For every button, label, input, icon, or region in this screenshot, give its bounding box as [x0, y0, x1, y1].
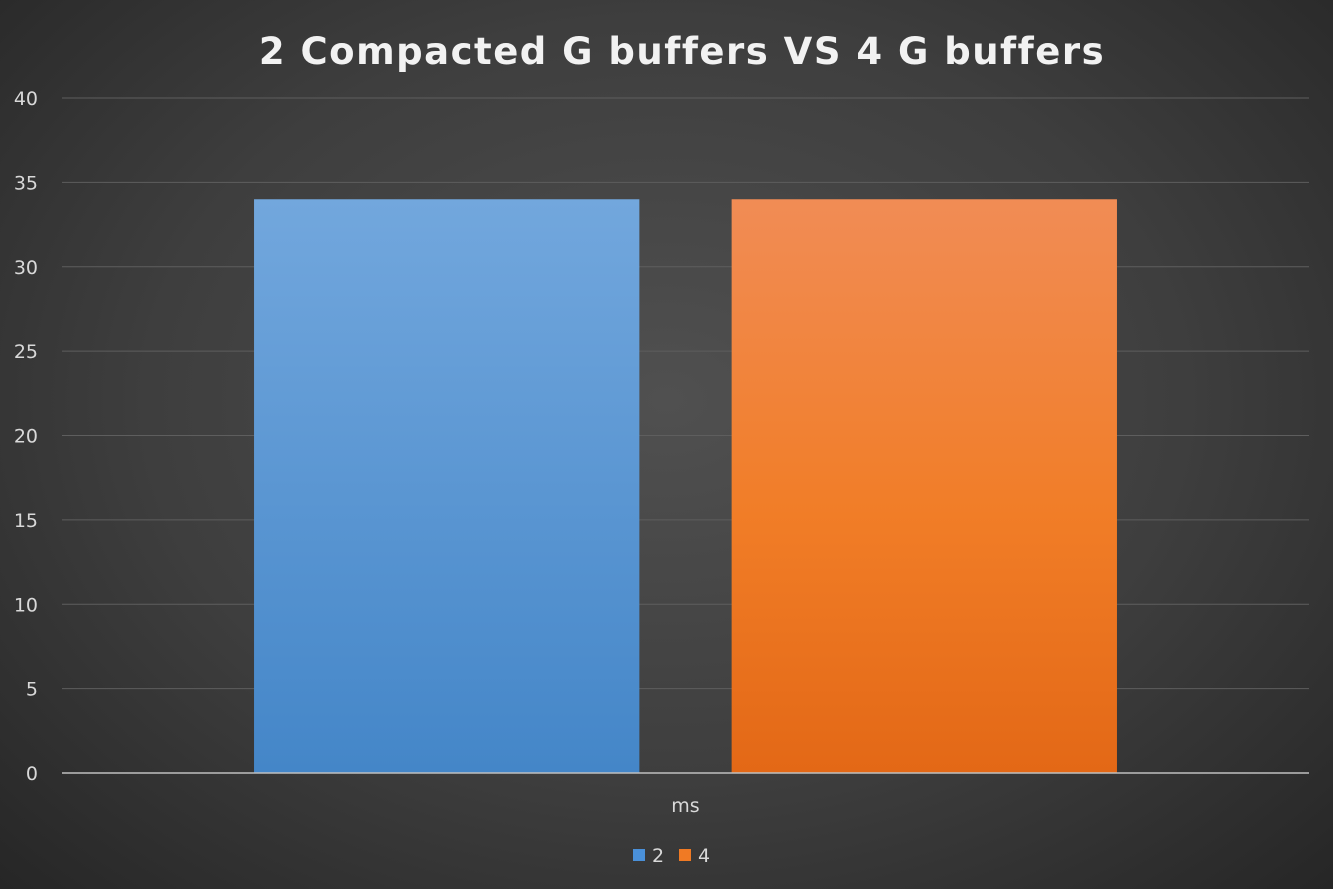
y-tick-label: 10 — [14, 594, 38, 616]
legend-label-4: 4 — [698, 845, 710, 867]
y-tick-label: 0 — [26, 763, 38, 785]
y-tick-label: 35 — [14, 172, 38, 194]
grid-lines — [62, 97, 1309, 690]
y-tick-label: 40 — [14, 88, 38, 110]
chart-title: 2 Compacted G buffers VS 4 G buffers — [259, 30, 1105, 73]
bars — [254, 199, 1117, 773]
y-tick-label: 5 — [26, 679, 38, 701]
y-tick-label: 15 — [14, 510, 38, 532]
x-axis-category-labels: ms — [671, 795, 699, 817]
bar-series-4 — [731, 199, 1117, 773]
legend-swatch-4 — [679, 849, 691, 861]
legend-swatch-2 — [633, 849, 645, 861]
y-axis-tick-labels: 0 5 10 15 20 25 30 35 40 — [14, 88, 38, 785]
x-category-label: ms — [671, 795, 699, 817]
y-tick-label: 20 — [14, 426, 38, 448]
legend-label-2: 2 — [652, 845, 664, 867]
y-tick-label: 30 — [14, 257, 38, 279]
y-tick-label: 25 — [14, 341, 38, 363]
bar-series-2 — [254, 199, 640, 773]
